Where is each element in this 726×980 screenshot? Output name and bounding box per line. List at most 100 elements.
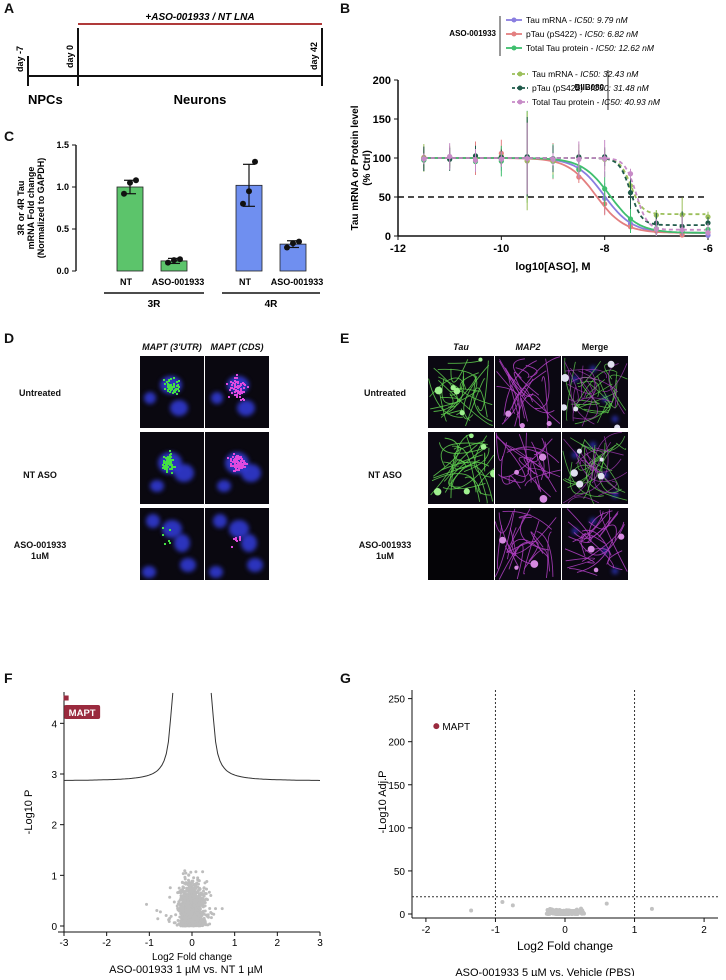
chart-f-gene-point — [184, 882, 188, 886]
neurite-fiber — [599, 509, 628, 572]
neurite-fiber — [581, 529, 612, 556]
chart-f-gene-point — [186, 901, 190, 905]
chart-f-gene-point — [172, 900, 176, 904]
fish-signal-dot — [230, 465, 233, 468]
neurite-fiber — [506, 527, 516, 557]
chart-b-legend-ic50: IC50: 31.48 nM — [591, 83, 650, 93]
fish-signal-dot — [237, 456, 240, 459]
neurite-fiber — [569, 367, 598, 420]
fish-signal-dot — [169, 542, 172, 545]
e-col-label-1: Tau — [453, 342, 469, 352]
day-0-label: day 0 — [65, 45, 75, 68]
chart-c-datapoint — [121, 190, 127, 197]
chart-g-gene-point — [469, 908, 474, 913]
fish-signal-dot — [165, 464, 168, 467]
neurite-fiber — [523, 549, 549, 578]
chart-f-volcano: 0 1 2 3 4 -3 -2 -1 0 1 2 3 MAPT Log2 Fold change -L… — [23, 692, 323, 976]
chart-f-threshold-left — [63, 692, 174, 781]
chart-b-ytick-label: 100 — [373, 153, 391, 165]
chart-c-datapoint — [252, 158, 258, 165]
neurite-fiber — [473, 376, 493, 422]
chart-b-ylabel: Tau mRNA or Protein level(% Ctrl) — [350, 105, 373, 230]
chart-f-gene-point — [181, 922, 185, 926]
neurite-fiber — [507, 538, 549, 560]
neurite-fiber — [464, 476, 481, 502]
fish-signal-dot — [167, 382, 170, 385]
soma — [450, 385, 456, 391]
neurite-fiber — [533, 437, 545, 456]
neurite-fiber — [564, 361, 579, 402]
fish-signal-dot — [240, 462, 243, 465]
soma — [562, 404, 568, 411]
chart-b-legend-entry: Tau mRNA - IC50: 9.79 nM — [526, 15, 628, 25]
neurite-fiber — [562, 446, 595, 504]
chart-b-legend-group-name: BIIB080 — [575, 83, 605, 92]
chart-f-gene-point — [188, 890, 192, 894]
e-tile-row2-col3 — [562, 432, 628, 504]
chart-c-datapoint — [290, 240, 296, 247]
neurite-fiber — [594, 460, 613, 472]
fish-signal-dot — [164, 468, 167, 471]
fish-signal-dot — [170, 388, 173, 391]
fish-signal-dot — [243, 382, 246, 385]
chart-b-legend-ic50: IC50: 32.43 nM — [580, 69, 639, 79]
chart-b-point — [421, 156, 427, 162]
fish-signal-dot — [239, 539, 242, 542]
neurite-fiber — [589, 383, 611, 408]
fish-signal-dot — [169, 386, 172, 389]
stage-npcs: NPCs — [28, 92, 63, 107]
chart-f-gene-point — [192, 876, 196, 880]
neurite-fiber — [538, 441, 550, 479]
chart-b-xtick-label: -10 — [493, 243, 509, 255]
chart-c-datapoint — [246, 188, 252, 195]
chart-c-bar: 0.0 0.5 1.0 1.5 NT ASO-001933 NT ASO-001933 3R 4… — [16, 140, 323, 310]
nucleus-stain — [602, 548, 608, 554]
chart-f-gene-point — [176, 919, 180, 923]
chart-f-ytick-label: 2 — [51, 821, 57, 832]
timeline-diagram: +ASO-001933 / NT LNA day -7 day 0 day 42… — [15, 12, 323, 107]
chart-f-gene-point — [201, 923, 205, 927]
chart-g-xtick-label: 2 — [701, 925, 707, 936]
chart-f-gene-point — [193, 914, 197, 918]
neurite-fiber — [570, 399, 600, 405]
chart-g-ytick-label: 200 — [388, 738, 405, 749]
neurite-fiber — [530, 461, 542, 493]
chart-b-curve — [423, 157, 706, 234]
neurite-fiber — [567, 496, 600, 504]
fish-signal-dot — [239, 383, 242, 386]
e-col-label-2: MAP2 — [515, 342, 541, 352]
fish-signal-dot — [165, 466, 168, 469]
fish-signal-dot — [229, 380, 232, 383]
chart-f-gene-point — [191, 909, 195, 913]
chart-g-gene-point — [604, 901, 609, 906]
chart-f-gene-point — [179, 915, 183, 919]
chart-f-gene-point — [187, 873, 191, 877]
fish-signal-dot — [170, 378, 173, 381]
fish-signal-dot — [225, 382, 228, 385]
neurite-fiber — [534, 358, 550, 409]
neurite-network — [562, 432, 628, 504]
chart-g-xtick-label: -2 — [421, 925, 430, 936]
chart-f-gene-point — [209, 894, 213, 898]
chart-f-gene-point — [186, 919, 190, 923]
fish-signal-dot — [233, 387, 236, 390]
neurite-fiber — [477, 360, 489, 412]
neurite-fiber — [468, 387, 488, 418]
fish-signal-dot — [169, 528, 172, 531]
fish-signal-dot — [167, 385, 170, 388]
fish-signal-dot — [234, 457, 237, 460]
soma — [576, 480, 584, 488]
fish-signal-dot — [175, 381, 178, 384]
neurite-fiber — [459, 372, 493, 406]
fish-signal-dot — [176, 384, 179, 387]
chart-b-point — [524, 155, 530, 162]
chart-b-legend-marker — [517, 71, 523, 77]
chart-f-xtick-label: 0 — [189, 938, 195, 949]
chart-b-point — [705, 230, 711, 236]
neurite-fiber — [465, 378, 486, 427]
chart-g-caption: ASO-001933 5 µM vs. Vehicle (PBS) — [455, 967, 634, 976]
fish-signal-dot — [228, 396, 231, 398]
panel-label-f: F — [4, 670, 13, 686]
fish-signal-dot — [237, 464, 240, 467]
chart-f-gene-point — [201, 870, 205, 874]
